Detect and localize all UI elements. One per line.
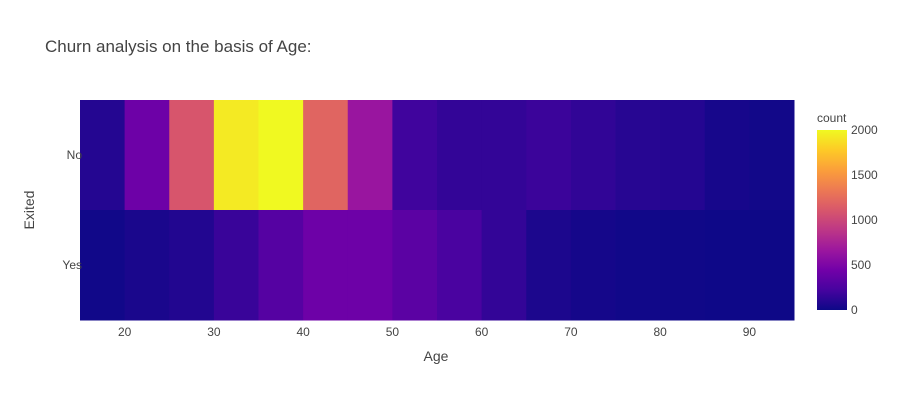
heatmap-cells (80, 100, 795, 321)
colorbar-ticks: 0 500 1000 1500 2000 (851, 123, 878, 317)
heatmap-cell[interactable] (124, 210, 170, 321)
heatmap-cell[interactable] (392, 210, 438, 321)
heatmap-cell[interactable] (80, 100, 126, 211)
heatmap-cell[interactable] (213, 100, 259, 211)
heatmap-cell[interactable] (481, 210, 527, 321)
y-tick-label: No (67, 148, 83, 162)
chart-title: Churn analysis on the basis of Age: (45, 37, 312, 56)
y-axis-ticks: No Yes (62, 148, 82, 272)
colorbar-tick-label: 1500 (851, 168, 878, 182)
heatmap-cell[interactable] (437, 100, 483, 211)
colorbar-tick-label: 500 (851, 258, 871, 272)
heatmap-cell[interactable] (258, 210, 304, 321)
x-tick-label: 40 (296, 325, 310, 339)
heatmap-cell[interactable] (749, 210, 795, 321)
x-axis-title: Age (424, 348, 449, 364)
heatmap-cell[interactable] (660, 100, 706, 211)
heatmap-cell[interactable] (303, 210, 349, 321)
heatmap-cell[interactable] (704, 100, 750, 211)
colorbar-tick-label: 2000 (851, 123, 878, 137)
heatmap-cell[interactable] (526, 100, 572, 211)
heatmap-cell[interactable] (303, 100, 349, 211)
heatmap-cell[interactable] (615, 210, 661, 321)
y-axis-title: Exited (21, 191, 37, 230)
heatmap-cell[interactable] (347, 100, 393, 211)
heatmap-cell[interactable] (124, 100, 170, 211)
heatmap-cell[interactable] (749, 100, 795, 211)
heatmap-cell[interactable] (258, 100, 304, 211)
heatmap-cell[interactable] (570, 100, 616, 211)
heatmap-cell[interactable] (481, 100, 527, 211)
heatmap-cell[interactable] (347, 210, 393, 321)
heatmap-cell[interactable] (169, 100, 215, 211)
colorbar-title: count (817, 111, 847, 125)
x-tick-label: 70 (564, 325, 578, 339)
heatmap-cell[interactable] (704, 210, 750, 321)
heatmap-cell[interactable] (615, 100, 661, 211)
x-tick-label: 30 (207, 325, 221, 339)
x-tick-label: 50 (386, 325, 400, 339)
heatmap-cell[interactable] (169, 210, 215, 321)
heatmap-cell[interactable] (80, 210, 126, 321)
heatmap-cell[interactable] (660, 210, 706, 321)
colorbar: count 0 500 1000 1500 2000 (817, 111, 878, 317)
heatmap-cell[interactable] (526, 210, 572, 321)
heatmap-cell[interactable] (570, 210, 616, 321)
x-tick-label: 90 (743, 325, 757, 339)
x-tick-label: 60 (475, 325, 489, 339)
heatmap-cell[interactable] (213, 210, 259, 321)
heatmap-cell[interactable] (392, 100, 438, 211)
x-tick-label: 20 (118, 325, 132, 339)
x-axis-ticks: 20 30 40 50 60 70 80 90 (118, 325, 756, 339)
y-tick-label: Yes (62, 258, 82, 272)
heatmap-cell[interactable] (437, 210, 483, 321)
x-tick-label: 80 (653, 325, 667, 339)
colorbar-tick-label: 1000 (851, 213, 878, 227)
colorbar-tick-label: 0 (851, 303, 858, 317)
colorbar-gradient (817, 130, 847, 310)
